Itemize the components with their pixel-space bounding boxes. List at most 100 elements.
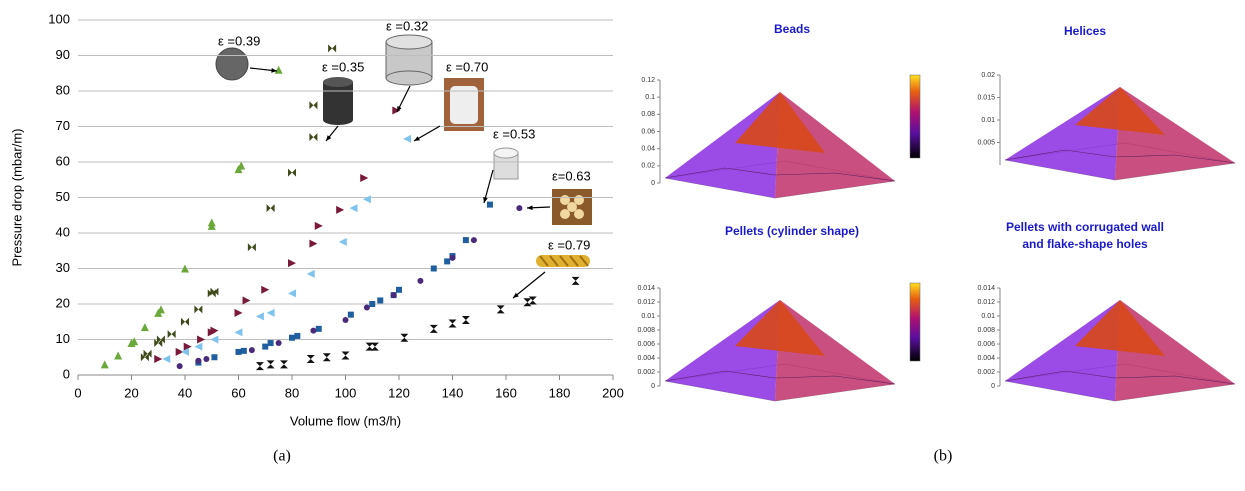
data-point: [181, 264, 189, 273]
data-point: [235, 348, 242, 355]
data-point: [362, 195, 371, 204]
x-tick-label: 0: [74, 385, 81, 400]
surface-face: [665, 300, 780, 401]
subplot-title: Helices: [1064, 24, 1106, 38]
data-point: [315, 325, 322, 332]
data-point: [363, 304, 370, 311]
surface-mesh: [1004, 370, 1236, 385]
data-point: [403, 134, 412, 143]
z-tick-label: 0.012: [637, 299, 655, 306]
data-point: [288, 168, 296, 177]
data-point: [417, 277, 424, 284]
helix-icon: [536, 255, 590, 267]
data-point: [342, 316, 349, 323]
data-point: [176, 363, 183, 370]
y-tick-label: 30: [56, 260, 70, 275]
surface-face: [775, 300, 895, 401]
data-point: [266, 360, 275, 369]
data-point: [242, 296, 251, 305]
surface-face: [1115, 87, 1235, 180]
data-point: [448, 319, 457, 328]
y-tick-label: 20: [56, 295, 70, 310]
data-point: [203, 356, 210, 363]
y-tick-label: 0: [63, 366, 70, 381]
data-point: [347, 311, 354, 318]
epsilon-label: ε =0.70: [446, 59, 488, 74]
data-point: [306, 269, 315, 278]
z-tick-label: 0.01: [641, 313, 655, 320]
data-point: [210, 287, 219, 296]
data-point: [338, 237, 347, 246]
data-point: [154, 339, 163, 348]
data-point: [396, 286, 402, 293]
data-point: [207, 218, 216, 227]
x-tick-label: 180: [549, 385, 571, 400]
caption: (b): [934, 448, 953, 465]
z-tick-label: 0.01: [981, 117, 995, 124]
surface-face: [1075, 300, 1165, 356]
data-point: [571, 276, 580, 285]
data-point: [528, 296, 537, 305]
data-point: [444, 258, 451, 265]
data-point: [523, 298, 532, 307]
z-tick-label: 0.002: [977, 369, 995, 376]
data-point: [267, 340, 274, 347]
cylinder-dark-icon: [323, 77, 353, 125]
data-point: [234, 328, 243, 337]
epsilon-label: ε =0.79: [548, 237, 590, 252]
y-tick-label: 50: [56, 189, 70, 204]
data-point: [310, 327, 317, 334]
z-tick-label: 0.01: [981, 313, 995, 320]
z-tick-label: 0.014: [977, 285, 995, 292]
arrow-head: [271, 68, 277, 73]
data-point: [306, 355, 315, 364]
y-tick-label: 70: [56, 118, 70, 133]
data-point: [130, 337, 139, 346]
surface-mesh: [1004, 149, 1236, 164]
data-point: [328, 44, 337, 53]
data-point: [237, 161, 246, 170]
hex-pellet-icon: [552, 189, 592, 225]
data-point: [390, 292, 397, 299]
data-point: [461, 315, 470, 324]
data-point: [392, 106, 401, 115]
data-point: [175, 347, 184, 356]
annotation-arrow: [483, 169, 494, 204]
z-tick-label: 0.06: [641, 128, 655, 135]
arrow-head: [326, 135, 332, 141]
data-point: [365, 342, 374, 351]
epsilon-label: ε =0.53: [493, 126, 535, 141]
z-tick-label: 0.014: [637, 285, 655, 292]
surface-mesh: [664, 167, 896, 182]
annotation-arrow: [512, 271, 546, 299]
caption: (a): [273, 448, 291, 465]
x-tick-label: 40: [178, 385, 192, 400]
data-point: [289, 334, 295, 341]
y-tick-label: 40: [56, 224, 70, 239]
data-point: [294, 332, 301, 339]
data-point: [154, 355, 163, 364]
data-point: [336, 205, 345, 214]
x-tick-label: 60: [231, 385, 245, 400]
z-tick-label: 0: [991, 383, 995, 390]
arrow-head: [483, 197, 488, 203]
data-point: [266, 204, 275, 213]
y-axis-label: Pressure drop (mbar/m): [9, 129, 24, 267]
data-point: [377, 297, 384, 304]
surface-face: [775, 92, 895, 198]
cylinder-light-icon: [385, 34, 433, 86]
y-tick-label: 80: [56, 82, 70, 97]
z-tick-label: 0.002: [637, 369, 655, 376]
subplot-title: Pellets with corrugated wall: [1006, 220, 1164, 234]
data-point: [114, 351, 123, 360]
z-tick-label: 0.015: [977, 94, 995, 101]
data-point: [470, 237, 477, 244]
data-point: [195, 357, 202, 364]
colorbar: [909, 282, 921, 362]
data-point: [486, 201, 493, 208]
data-point: [162, 355, 171, 364]
data-point: [181, 317, 189, 326]
x-tick-label: 100: [335, 385, 357, 400]
epsilon-label: ε =0.39: [218, 33, 260, 48]
surface-face: [735, 300, 825, 356]
